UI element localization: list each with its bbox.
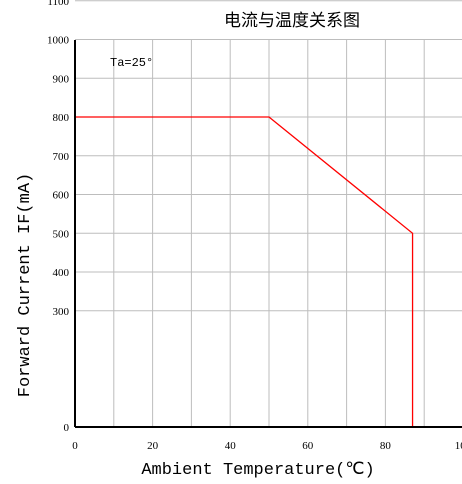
- axes: [74, 40, 462, 428]
- y-axis-label: Forward Current IF(mA): [16, 173, 35, 397]
- x-tick-label: 100: [455, 440, 462, 452]
- y-tick-label: 500: [53, 228, 70, 240]
- x-tick-label: 0: [72, 440, 78, 452]
- y-tick-label: 300: [53, 306, 70, 318]
- tick-labels: 0204060801000300400500600700800900100011…: [47, 0, 462, 452]
- grid: [75, 0, 462, 427]
- series-line: [75, 116, 414, 427]
- y-tick-label: 1100: [47, 0, 69, 8]
- y-tick-label: 600: [53, 190, 70, 202]
- y-tick-label: 800: [53, 112, 70, 124]
- annotation-ta: Ta=25°: [110, 56, 153, 70]
- x-tick-label: 80: [380, 440, 392, 452]
- y-tick-label: 900: [53, 73, 70, 85]
- x-axis-label: Ambient Temperature(℃): [141, 461, 374, 480]
- y-tick-label: 400: [53, 267, 70, 279]
- y-tick-label: 700: [53, 151, 70, 163]
- x-tick-label: 60: [302, 440, 314, 452]
- y-tick-label: 1000: [47, 35, 70, 47]
- y-tick-label: 0: [64, 422, 70, 434]
- chart-title: 电流与温度关系图: [224, 11, 360, 31]
- x-tick-label: 20: [147, 440, 159, 452]
- series: [75, 116, 414, 427]
- x-tick-label: 40: [225, 440, 237, 452]
